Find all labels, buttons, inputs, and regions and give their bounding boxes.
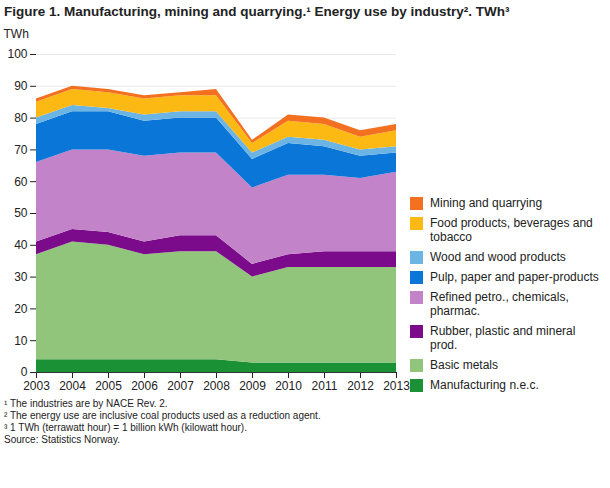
svg-text:2006: 2006 bbox=[131, 379, 158, 393]
svg-text:2003: 2003 bbox=[23, 379, 50, 393]
html-text:Wood and wood products: Wood and wood products bbox=[430, 250, 566, 264]
svg-text:0: 0 bbox=[21, 365, 28, 379]
svg-text:40: 40 bbox=[14, 238, 28, 252]
html-text:Figure 1. Manufacturing, minin: Figure 1. Manufacturing, mining and quar… bbox=[4, 4, 510, 19]
svg-text:80: 80 bbox=[14, 111, 28, 125]
html-text:Food products, beverages and t: Food products, beverages and tobacco bbox=[430, 216, 593, 244]
html-text:² The energy use are inclusive: ² The energy use are inclusive coal prod… bbox=[4, 410, 321, 421]
svg-text:50: 50 bbox=[14, 206, 28, 220]
html-text:Mining and quarrying: Mining and quarrying bbox=[430, 196, 543, 210]
svg-text:10: 10 bbox=[14, 334, 28, 348]
svg-text:2012: 2012 bbox=[347, 379, 374, 393]
html-text:³ 1 TWh (terrawatt hour) = 1 b: ³ 1 TWh (terrawatt hour) = 1 billion kWh… bbox=[4, 422, 247, 433]
svg-text:2011: 2011 bbox=[312, 379, 338, 393]
html-text:Manufacturing n.e.c.: Manufacturing n.e.c. bbox=[430, 378, 539, 392]
svg-text:20: 20 bbox=[14, 302, 28, 316]
svg-text:60: 60 bbox=[14, 175, 28, 189]
html-text:Basic metals: Basic metals bbox=[430, 358, 498, 372]
html-text:Pulp, paper and paper-products: Pulp, paper and paper-products bbox=[430, 270, 599, 284]
svg-text:90: 90 bbox=[14, 79, 28, 93]
html-text:¹ The industries are by NACE R: ¹ The industries are by NACE Rev. 2. bbox=[4, 398, 168, 409]
html-text:Source: Statistics Norway.: Source: Statistics Norway. bbox=[4, 434, 120, 445]
svg-text:70: 70 bbox=[14, 143, 28, 157]
svg-text:2007: 2007 bbox=[167, 379, 194, 393]
svg-text:100: 100 bbox=[7, 47, 27, 61]
svg-text:2005: 2005 bbox=[95, 379, 122, 393]
html-text:Rubber, plastic and mineral pr: Rubber, plastic and mineral prod. bbox=[430, 324, 576, 352]
svg-text:2004: 2004 bbox=[59, 379, 86, 393]
svg-text:2013: 2013 bbox=[383, 379, 410, 393]
svg-text:TWh: TWh bbox=[4, 27, 29, 41]
svg-text:2009: 2009 bbox=[239, 379, 266, 393]
svg-text:2008: 2008 bbox=[203, 379, 230, 393]
svg-text:30: 30 bbox=[14, 270, 28, 284]
html-text:Refined petro., chemicals, pha: Refined petro., chemicals, pharmac. bbox=[430, 290, 569, 318]
svg-text:2010: 2010 bbox=[275, 379, 302, 393]
